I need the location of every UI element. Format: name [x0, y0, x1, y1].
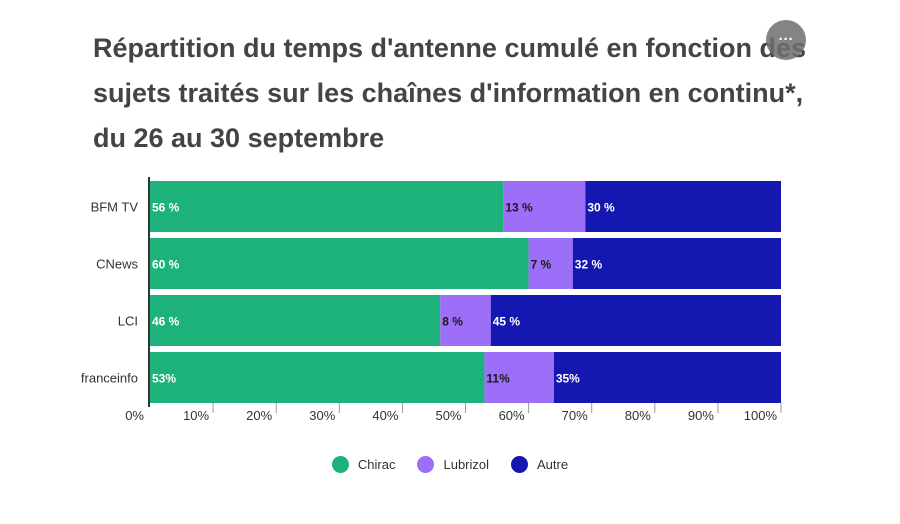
bar-segment-lubrizol: [528, 238, 573, 289]
x-tick-label: 100%: [744, 408, 778, 423]
x-tick-label: 0%: [125, 408, 144, 423]
chart-title: Répartition du temps d'antenne cumulé en…: [93, 33, 806, 153]
x-tick-label: 90%: [688, 408, 714, 423]
category-label: franceinfo: [81, 371, 138, 386]
data-label: 8 %: [442, 315, 463, 329]
legend-item-autre[interactable]: Autre: [511, 456, 568, 473]
bar-segment-lubrizol: [503, 181, 586, 232]
bar-segment-autre: [553, 352, 781, 403]
data-label: 45 %: [493, 315, 521, 329]
x-tick-label: 60%: [499, 408, 525, 423]
data-label: 32 %: [575, 258, 603, 272]
legend-label: Lubrizol: [443, 457, 490, 472]
legend-swatch: [511, 456, 529, 473]
bar-segment-lubrizol: [440, 295, 491, 346]
bar-segment-autre: [585, 181, 781, 232]
x-tick-label: 20%: [246, 408, 272, 423]
more-options-button[interactable]: ···: [766, 20, 806, 60]
data-label: 56 %: [152, 201, 180, 215]
x-tick-label: 80%: [625, 408, 651, 423]
data-label: 46 %: [152, 315, 180, 329]
category-label: LCI: [118, 314, 138, 329]
legend-item-chirac[interactable]: Chirac: [331, 456, 396, 473]
data-label: 11%: [486, 372, 510, 386]
legend-item-lubrizol[interactable]: Lubrizol: [417, 456, 489, 473]
bar-segment-lubrizol: [484, 352, 554, 403]
data-label: 30 %: [587, 201, 615, 215]
legend-swatch: [331, 456, 349, 473]
category-label: BFM TV: [91, 200, 139, 215]
x-tick-label: 10%: [183, 408, 209, 423]
data-label: 60 %: [152, 258, 180, 272]
data-label: 53%: [152, 372, 176, 386]
bar-segment-autre: [572, 238, 781, 289]
legend-label: Chirac: [357, 457, 396, 472]
bar-segment-chirac: [150, 352, 485, 403]
x-tick-label: 40%: [372, 408, 398, 423]
x-tick-label: 30%: [309, 408, 335, 423]
x-tick-label: 70%: [562, 408, 588, 423]
category-label: CNews: [96, 257, 138, 272]
bar-segment-autre: [490, 295, 781, 346]
bar-segment-chirac: [150, 295, 441, 346]
data-label: 7 %: [531, 258, 552, 272]
chart-legend: Chirac Lubrizol Autre: [0, 456, 900, 473]
legend-label: Autre: [537, 457, 569, 472]
data-label: 13 %: [505, 201, 533, 215]
more-horizontal-icon: ···: [778, 31, 794, 48]
data-label: 35%: [556, 372, 580, 386]
bar-segment-chirac: [150, 181, 504, 232]
x-tick-label: 50%: [435, 408, 461, 423]
bar-segment-chirac: [150, 238, 529, 289]
legend-swatch: [417, 456, 435, 473]
